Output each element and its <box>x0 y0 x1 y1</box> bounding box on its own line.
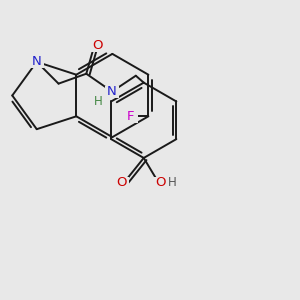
Bar <box>92 97 104 106</box>
Bar <box>90 40 104 52</box>
Text: F: F <box>127 110 134 123</box>
Text: O: O <box>155 176 166 189</box>
Bar <box>105 85 119 98</box>
Text: O: O <box>117 176 127 189</box>
Text: O: O <box>92 40 102 52</box>
Bar <box>154 177 167 189</box>
Text: H: H <box>94 95 103 108</box>
Text: N: N <box>107 85 117 98</box>
Bar <box>115 177 129 189</box>
Bar <box>123 110 139 123</box>
Bar <box>30 56 44 68</box>
Text: N: N <box>32 55 42 68</box>
Bar <box>167 178 178 188</box>
Text: H: H <box>168 176 177 189</box>
